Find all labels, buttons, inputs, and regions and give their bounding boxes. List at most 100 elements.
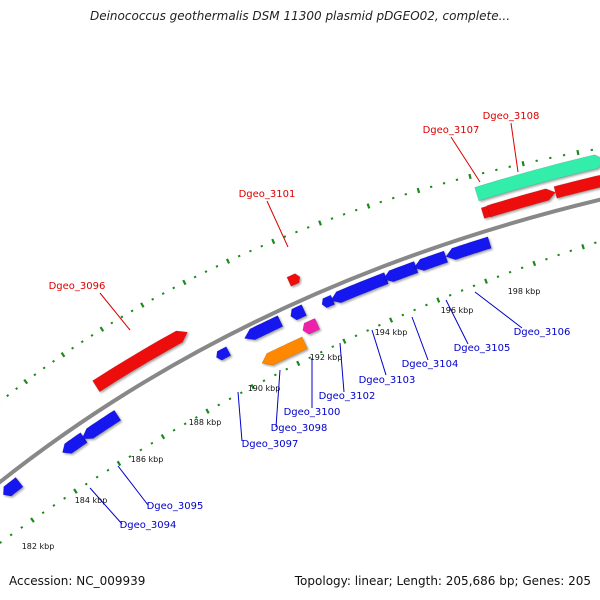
label-dgeo-3103-leader [371, 329, 387, 376]
outer-ring-major-tick [182, 279, 187, 286]
outer-ring-minor-tick [283, 235, 287, 238]
label-dgeo-3106[interactable]: Dgeo_3106 [514, 327, 571, 338]
inner-ring-minor-tick [106, 468, 110, 472]
inner-ring-minor-tick [285, 367, 289, 371]
inner-ring-major-tick [250, 383, 255, 390]
inner-ring-minor-tick [239, 391, 243, 395]
gene-arrow-dgeo-3096[interactable] [92, 330, 188, 393]
inner-ring-minor-tick [228, 397, 232, 401]
gene-arrow-dgeo-3093[interactable] [2, 476, 24, 497]
inner-ring-minor-tick [41, 511, 45, 515]
outer-ring-minor-tick [404, 192, 408, 196]
inner-ring-minor-tick [425, 303, 428, 307]
outer-ring-minor-tick [90, 333, 94, 337]
outer-ring-minor-tick [237, 254, 241, 258]
outer-ring-major-tick [416, 187, 421, 194]
outer-ring-minor-tick [193, 275, 197, 279]
label-dgeo-3095-leader [117, 465, 149, 506]
outer-ring-minor-tick [354, 208, 358, 212]
label-dgeo-3096[interactable]: Dgeo_3096 [49, 281, 106, 292]
label-dgeo-3104[interactable]: Dgeo_3104 [402, 359, 459, 370]
label-dgeo-3107[interactable]: Dgeo_3107 [423, 125, 480, 136]
inner-ring-minor-tick [84, 482, 88, 486]
accession-info: Accession: NC_009939 [9, 574, 146, 588]
label-leaders [89, 122, 523, 525]
inner-ring-minor-tick [217, 403, 221, 407]
label-dgeo-3097[interactable]: Dgeo_3097 [242, 439, 299, 450]
outer-ring-minor-tick [455, 178, 459, 182]
outer-ring-minor-tick [442, 182, 446, 185]
outer-ring-major-tick [576, 149, 580, 156]
region-arrow[interactable] [474, 154, 600, 202]
label-dgeo-3105[interactable]: Dgeo_3105 [454, 343, 511, 354]
plasmid-backbone [0, 197, 600, 485]
label-dgeo-3102[interactable]: Dgeo_3102 [319, 391, 376, 402]
inner-ring-minor-tick [194, 416, 198, 419]
outer-ring-minor-tick [151, 297, 155, 301]
inner-ring-minor-tick [366, 329, 370, 332]
label-dgeo-3102-leader [339, 342, 345, 393]
label-dgeo-3097-leader [237, 391, 243, 442]
inner-ring-minor-tick [520, 266, 524, 270]
inner-ring-minor-tick [377, 323, 381, 327]
label-dgeo-3098-leader [275, 369, 281, 428]
inner-ring-major-tick [436, 297, 441, 303]
inner-ring-major-tick [296, 360, 301, 367]
outer-ring-minor-tick [42, 366, 46, 370]
outer-ring-minor-tick [379, 200, 383, 204]
inner-ring-minor-tick [569, 249, 573, 253]
inner-ring-minor-tick [273, 373, 277, 377]
tick-label-184-kbp: 184 kbp [75, 496, 108, 505]
trna-arrow-dgeo-3099b[interactable] [302, 318, 321, 335]
label-dgeo-3108-leader [510, 122, 519, 173]
gene-arrow-dgeo-3109[interactable] [553, 174, 600, 199]
outer-ring-minor-tick [429, 185, 433, 189]
tick-label-186-kbp: 186 kbp [131, 455, 164, 464]
label-dgeo-3095[interactable]: Dgeo_3095 [147, 501, 204, 512]
inner-ring-major-tick [389, 317, 394, 323]
gene-arrow-dgeo-3095[interactable] [81, 409, 122, 440]
gene-arrow-dgeo-3101[interactable] [286, 273, 301, 287]
gene-arrow-dgeo-3108[interactable] [486, 188, 556, 218]
inner-ring-major-tick [581, 244, 585, 250]
inner-ring-minor-tick [139, 448, 143, 452]
outer-ring-minor-tick [391, 196, 395, 200]
inner-ring-major-tick [116, 460, 122, 467]
label-dgeo-3096-leader [99, 292, 131, 331]
outer-ring-minor-tick [249, 249, 252, 253]
outer-ring-major-tick [521, 161, 525, 167]
outer-ring-major-tick [468, 173, 472, 180]
inner-ring-minor-tick [460, 289, 464, 292]
inner-ring-minor-tick [0, 540, 3, 544]
outer-ring-minor-tick [330, 217, 334, 220]
inner-ring-minor-tick [319, 350, 323, 354]
tick-label-190-kbp: 190 kbp [248, 384, 281, 393]
label-dgeo-3098[interactable]: Dgeo_3098 [271, 423, 328, 434]
tick-labels: 182 kbp 184 kbp 186 kbp 188 kbp 190 kbp 192 k… [22, 287, 541, 551]
outer-ring-major-tick [318, 220, 322, 226]
gene-arrow-dgeo-3098[interactable] [244, 315, 284, 341]
gene-arrow-dgeo-3106[interactable] [445, 236, 492, 261]
tick-label-198-kbp: 198 kbp [508, 287, 541, 296]
tick-label-188-kbp: 188 kbp [189, 418, 222, 427]
gene-arrow-dgeo-3097[interactable] [216, 346, 232, 361]
outer-ring-minor-tick [306, 226, 310, 229]
inner-ring-minor-tick [20, 525, 24, 529]
tick-label-182-kbp: 182 kbp [22, 542, 55, 551]
outer-ring-major-tick [271, 238, 276, 245]
label-dgeo-3094[interactable]: Dgeo_3094 [120, 520, 177, 531]
gene-arrow-dgeo-3100[interactable] [290, 304, 307, 321]
outer-ring-minor-tick [161, 292, 165, 295]
label-dgeo-3101[interactable]: Dgeo_3101 [239, 189, 296, 200]
label-dgeo-3103[interactable]: Dgeo_3103 [359, 375, 416, 386]
outer-ring-minor-tick [204, 270, 208, 273]
inner-ring-minor-tick [472, 284, 476, 288]
outer-ring-minor-tick [215, 264, 219, 268]
label-dgeo-3100[interactable]: Dgeo_3100 [284, 407, 341, 418]
inner-ring-minor-tick [545, 257, 548, 261]
label-dgeo-3108[interactable]: Dgeo_3108 [483, 111, 540, 122]
rrna-arrow-dgeo-3099[interactable] [261, 336, 308, 366]
outer-ring-minor-tick [15, 387, 19, 391]
